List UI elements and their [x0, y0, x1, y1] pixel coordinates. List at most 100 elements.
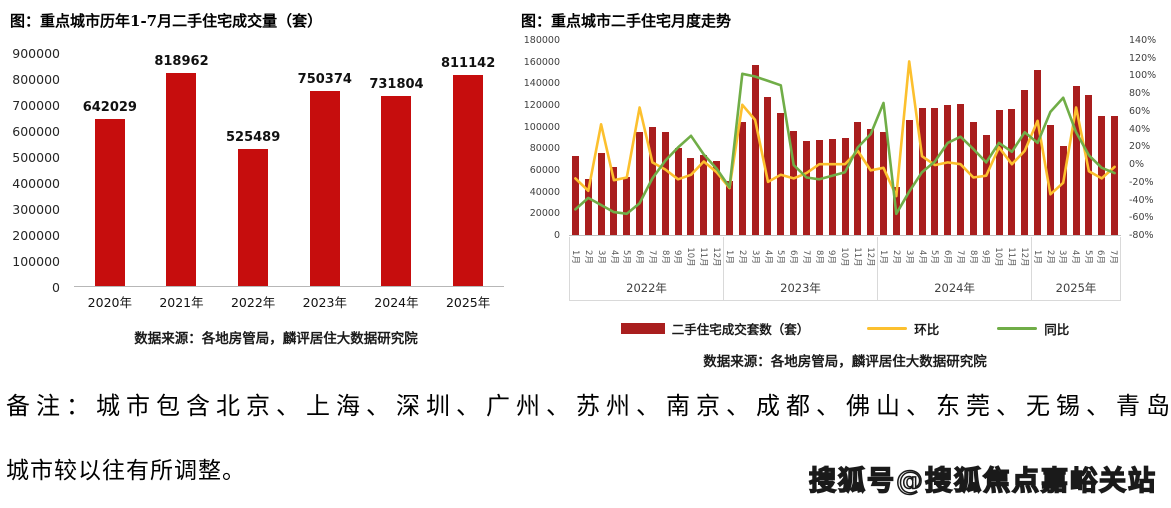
month-tick-label: 4月 [916, 237, 929, 277]
month-tick-text: 7月 [800, 250, 811, 264]
month-tick-label: 3月 [1057, 237, 1070, 277]
y-axis-tick-label: 400000 [12, 176, 60, 191]
x-axis-category-label: 2022年 [230, 295, 276, 310]
month-tick-label: 3月 [596, 237, 609, 277]
month-tick-label: 8月 [813, 237, 826, 277]
monthly-bar [1034, 70, 1042, 235]
monthly-bar [738, 122, 746, 235]
monthly-bar [713, 161, 721, 235]
month-tick-label: 6月 [634, 237, 647, 277]
monthly-bar [1098, 115, 1106, 235]
monthly-bar [995, 110, 1003, 235]
month-tick-text: 6月 [788, 250, 799, 264]
left-axis-tick-label: 140000 [523, 78, 560, 90]
monthly-bar [1021, 89, 1029, 235]
yoy-line [574, 72, 1116, 216]
left-chart-source: 数据来源：各地房管局，麟评居住大数据研究院 [134, 331, 418, 347]
right-chart-source: 数据来源：各地房管局，麟评居住大数据研究院 [703, 354, 987, 370]
month-tick-text: 6月 [1095, 250, 1106, 264]
right-axis-tick-label: -60% [1129, 212, 1154, 224]
month-tick-label: 11月 [852, 237, 865, 277]
watermark-text: 搜狐号@搜狐焦点嘉峪关站 [808, 465, 1157, 498]
month-tick-label: 12月 [864, 237, 877, 277]
y-axis-tick-label: 300000 [12, 202, 60, 217]
month-tick-text: 7月 [1107, 250, 1118, 264]
right-axis-tick-label: 100% [1129, 70, 1157, 82]
legend-mom-label: 环比 [914, 322, 940, 337]
monthly-bar [764, 97, 772, 235]
month-tick-text: 6月 [634, 250, 645, 264]
year-label: 2025年 [1055, 281, 1097, 295]
month-tick-label: 2月 [1045, 237, 1058, 277]
right-axis-tick-label: -80% [1129, 230, 1154, 241]
right-chart-x-axis: 1月 2月 3月 4月 5月 6月 7月 8月 9月 10月 11月 12月 2022年 1月 2月 3月 4月… [569, 237, 1121, 301]
x-axis-category-label: 2021年 [159, 295, 204, 310]
monthly-bar [802, 140, 810, 235]
month-tick-text: 7月 [954, 250, 965, 264]
month-tick-text: 5月 [775, 250, 786, 264]
month-tick-text: 11月 [851, 247, 862, 267]
month-tick-label: 9月 [826, 237, 839, 277]
month-tick-text: 8月 [659, 250, 670, 264]
month-tick-label: 10月 [839, 237, 852, 277]
month-tick-text: 12月 [1018, 247, 1029, 267]
year-label: 2023年 [780, 281, 821, 295]
y-axis-tick-label: 0 [52, 280, 60, 295]
month-tick-label: 5月 [775, 237, 788, 277]
bar-value-label: 642029 [82, 100, 137, 116]
y-axis-tick-label: 500000 [12, 150, 60, 165]
monthly-bar [815, 139, 823, 235]
right-chart-title: 图：重点城市二手住宅月度走势 [521, 12, 732, 30]
month-tick-label: 1月 [570, 237, 583, 277]
left-axis-tick-label: 160000 [523, 56, 560, 68]
month-tick-text: 1月 [570, 250, 581, 264]
month-tick-text: 2月 [1044, 250, 1055, 264]
right-axis-tick-label: -20% [1129, 176, 1154, 188]
y-axis-tick-label: 200000 [12, 228, 60, 243]
monthly-bar [584, 178, 592, 235]
month-tick-label: 7月 [801, 237, 814, 277]
trend-lines-layer [574, 60, 1116, 216]
left-chart-title: 图：重点城市历年1-7月二手住宅成交量（套） [10, 12, 323, 30]
bar-column: 525489 [218, 53, 289, 286]
footnote: 备注：城市包含北京、上海、深圳、广州、苏州、南京、成都、佛山、东莞、无锡、青岛、… [6, 386, 1171, 485]
left-axis-tick-label: 20000 [529, 208, 560, 220]
month-tick-label: 3月 [904, 237, 917, 277]
month-tick-label: 4月 [762, 237, 775, 277]
y-axis-tick-label: 100000 [12, 254, 60, 269]
month-tick-text: 3月 [595, 250, 606, 264]
right-axis-tick-label: 140% [1129, 35, 1157, 46]
month-tick-label: 1月 [1032, 237, 1045, 277]
charts-row: 图：重点城市历年1-7月二手住宅成交量（套） 900000 800000 70000… [8, 6, 1157, 370]
right-chart-plot-area [569, 41, 1121, 236]
month-tick-text: 11月 [697, 247, 708, 267]
month-tick-text: 10月 [993, 247, 1004, 267]
bar-column: 642029 [74, 53, 145, 286]
left-axis-tick-label: 60000 [529, 165, 560, 176]
bar-value-label: 750374 [297, 71, 352, 87]
bar-value-label: 811142 [440, 56, 496, 72]
month-tick-text: 3月 [749, 250, 760, 264]
monthly-bar [636, 132, 644, 235]
month-tick-label: 5月 [1082, 237, 1095, 277]
month-tick-label: 10月 [993, 237, 1006, 277]
month-tick-label: 6月 [942, 237, 955, 277]
year-group: 1月 2月 3月 4月 5月 6月 7月 8月 9月 10月 11月 12月 2022年 [569, 237, 724, 301]
month-tick-label: 1月 [724, 237, 737, 277]
month-tick-label: 2月 [583, 237, 596, 277]
monthly-bar [905, 120, 913, 235]
month-tick-label: 5月 [621, 237, 634, 277]
year-label: 2022年 [626, 281, 667, 295]
right-axis-tick-label: 80% [1129, 88, 1151, 100]
month-tick-label: 7月 [955, 237, 968, 277]
month-tick-label: 12月 [1018, 237, 1031, 277]
y-axis-tick-label: 600000 [12, 124, 60, 139]
left-chart-plot-wrap: 900000 800000 700000 600000 500000 400000 3000… [8, 46, 513, 295]
annual-volume-bar-chart: 图：重点城市历年1-7月二手住宅成交量（套） 900000 800000 70000… [8, 6, 513, 370]
month-tick-label: 6月 [788, 237, 801, 277]
legend-yoy-label: 同比 [1044, 322, 1070, 337]
footnote-line-2: 城市较以往有所调整。 [6, 458, 246, 484]
monthly-bar [623, 176, 631, 235]
month-tick-text: 4月 [1070, 250, 1080, 264]
y-axis-tick-label: 800000 [12, 72, 60, 87]
